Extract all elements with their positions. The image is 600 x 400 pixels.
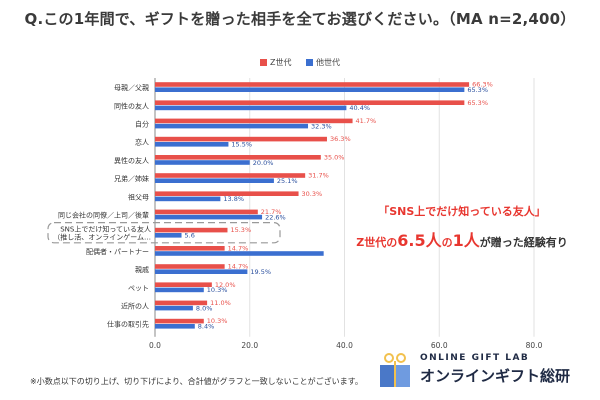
bar-other: [155, 87, 465, 92]
data-label-z: 21.7%: [261, 208, 282, 216]
data-label-z: 14.7%: [228, 263, 249, 271]
data-label-other: 22.6%: [265, 213, 286, 221]
bar-z: [155, 100, 465, 105]
category-label: 祖父母: [128, 192, 149, 201]
bar-z: [155, 209, 258, 215]
bar-z: [155, 155, 321, 160]
data-label-z: 31.7%: [308, 172, 329, 180]
category-label: 母親／父親: [114, 83, 149, 92]
bar-other: [155, 305, 193, 311]
category-label: 異性の友人: [114, 156, 149, 165]
data-label-other: 8.4%: [198, 323, 215, 331]
chart-legend: Z世代 他世代: [0, 57, 600, 68]
callout-line2: Z世代の6.5人の1人が贈った経験有り: [334, 227, 590, 251]
category-label: ペット: [128, 284, 149, 292]
data-label-z: 36.3%: [330, 135, 351, 143]
data-label-other: 19.5%: [250, 268, 271, 276]
data-label-other: 13.8%: [223, 195, 244, 203]
logo-subtitle: ONLINE GIFT LAB: [420, 353, 530, 363]
legend-item-z: Z世代: [259, 57, 292, 68]
data-label-other: 40.4%: [349, 104, 370, 112]
bar-z: [155, 282, 212, 287]
category-label: 同じ会社の同僚／上司／後輩: [58, 211, 149, 220]
bar-other: [155, 178, 274, 183]
data-label-other: 15.5%: [231, 141, 252, 149]
bar-z: [155, 264, 225, 269]
bar-other: [155, 251, 324, 256]
bar-z: [155, 227, 228, 233]
data-label-z: 15.3%: [230, 226, 251, 234]
bar-other: [155, 287, 204, 293]
category-label: 恋人: [135, 138, 149, 147]
data-label-other: 65.3%: [467, 86, 488, 94]
callout-prefix: Z世代の: [356, 236, 398, 249]
data-label-z: 65.3%: [467, 99, 488, 107]
legend-swatch-z: [259, 59, 267, 66]
gift-bag-icon: [380, 353, 410, 387]
data-label-other: 20.0%: [253, 159, 274, 167]
callout-text: 「SNS上でだけ知っている友人」 Z世代の6.5人の1人が贈った経験有り: [334, 203, 590, 251]
logo-name: オンラインギフト総研: [420, 367, 571, 385]
x-tick-label: 20.0: [241, 341, 258, 350]
category-label: 親戚: [135, 265, 149, 274]
bar-other: [155, 142, 229, 147]
legend-swatch-other: [306, 59, 314, 66]
data-label-other: 10.3%: [207, 286, 228, 294]
x-tick-label: 80.0: [526, 341, 543, 350]
legend-label-z: Z世代: [269, 58, 292, 67]
data-label-z: 66.3%: [472, 81, 493, 89]
data-label-z: 11.0%: [210, 299, 231, 307]
bar-other: [155, 324, 195, 329]
category-label: 配偶者・パートナー: [86, 247, 149, 256]
data-label-z: 10.3%: [207, 317, 228, 325]
bar-other: [155, 196, 221, 202]
bar-other: [155, 123, 309, 129]
bar-z: [155, 118, 353, 124]
data-label-z: 30.3%: [302, 190, 323, 198]
data-label-z: 14.7%: [228, 244, 249, 252]
chart-title: Q.この1年間で、ギフトを贈った相手を全てお選びください。（MA n=2,400…: [24, 10, 576, 28]
data-label-other: 8.0%: [196, 304, 213, 312]
data-label-z: 41.7%: [356, 117, 377, 125]
data-label-other: 25.1%: [277, 177, 298, 185]
category-label: 同性の友人: [114, 101, 149, 110]
brand-logo: ONLINE GIFT LAB オンラインギフト総研: [378, 351, 588, 391]
highlight-box: [47, 222, 281, 244]
x-tick-label: 0.0: [149, 341, 161, 350]
bar-other: [155, 233, 182, 238]
bar-z: [155, 191, 299, 196]
data-label-other: 32.3%: [311, 122, 332, 130]
bar-z: [155, 82, 470, 87]
bar-z: [155, 318, 204, 324]
data-label-z: 35.0%: [324, 153, 345, 161]
legend-label-other: 他世代: [316, 58, 341, 67]
bar-z: [155, 246, 225, 251]
bar-z: [155, 300, 208, 306]
data-label-z: 12.0%: [215, 281, 236, 289]
bar-other: [155, 105, 347, 111]
bar-other: [155, 160, 250, 165]
callout-big1: 6.5人: [397, 231, 442, 250]
bar-other: [155, 214, 263, 220]
category-label: 兄弟／姉妹: [114, 174, 149, 183]
data-label-other: 5.6: [185, 232, 195, 240]
bar-other: [155, 269, 248, 274]
bar-z: [155, 136, 327, 142]
category-label: SNS上でだけ知っている友人: [60, 225, 151, 234]
callout-line1: 「SNS上でだけ知っている友人」: [378, 205, 546, 218]
category-label: 近所の人: [121, 302, 149, 311]
callout-big2: 1人: [452, 231, 480, 250]
callout-mid: の: [441, 236, 453, 249]
bar-z: [155, 173, 306, 178]
x-tick-label: 40.0: [336, 341, 353, 350]
x-tick-label: 60.0: [431, 341, 448, 350]
footnote: ※小数点以下の切り上げ、切り下げにより、合計値がグラフと一致しないことがございま…: [30, 377, 363, 386]
callout-suffix: が贈った経験有り: [479, 236, 568, 249]
category-label: （推し活、オンラインゲーム…: [53, 233, 151, 242]
category-label: 自分: [135, 120, 149, 129]
category-label: 仕事の取引先: [107, 320, 149, 329]
legend-item-other: 他世代: [306, 57, 340, 68]
